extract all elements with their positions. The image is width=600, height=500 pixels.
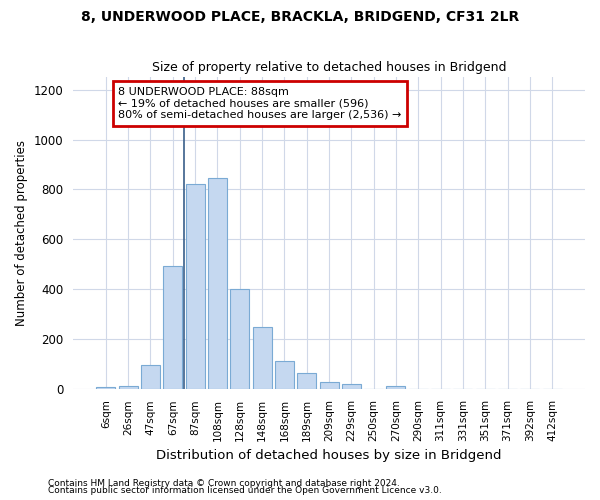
Bar xyxy=(297,373,316,390)
Bar xyxy=(185,184,205,390)
Bar xyxy=(119,386,137,390)
Bar xyxy=(253,327,272,390)
Bar xyxy=(342,384,361,390)
Text: Contains public sector information licensed under the Open Government Licence v3: Contains public sector information licen… xyxy=(48,486,442,495)
Bar xyxy=(230,290,249,390)
Text: 8 UNDERWOOD PLACE: 88sqm
← 19% of detached houses are smaller (596)
80% of semi-: 8 UNDERWOOD PLACE: 88sqm ← 19% of detach… xyxy=(118,87,401,120)
Bar xyxy=(275,360,294,390)
Bar xyxy=(96,388,115,390)
Text: Contains HM Land Registry data © Crown copyright and database right 2024.: Contains HM Land Registry data © Crown c… xyxy=(48,478,400,488)
Bar xyxy=(163,266,182,390)
Bar xyxy=(208,178,227,390)
Y-axis label: Number of detached properties: Number of detached properties xyxy=(15,140,28,326)
Title: Size of property relative to detached houses in Bridgend: Size of property relative to detached ho… xyxy=(152,62,506,74)
Bar xyxy=(141,365,160,390)
Bar xyxy=(386,386,406,390)
Bar xyxy=(320,382,338,390)
X-axis label: Distribution of detached houses by size in Bridgend: Distribution of detached houses by size … xyxy=(156,450,502,462)
Text: 8, UNDERWOOD PLACE, BRACKLA, BRIDGEND, CF31 2LR: 8, UNDERWOOD PLACE, BRACKLA, BRIDGEND, C… xyxy=(81,10,519,24)
